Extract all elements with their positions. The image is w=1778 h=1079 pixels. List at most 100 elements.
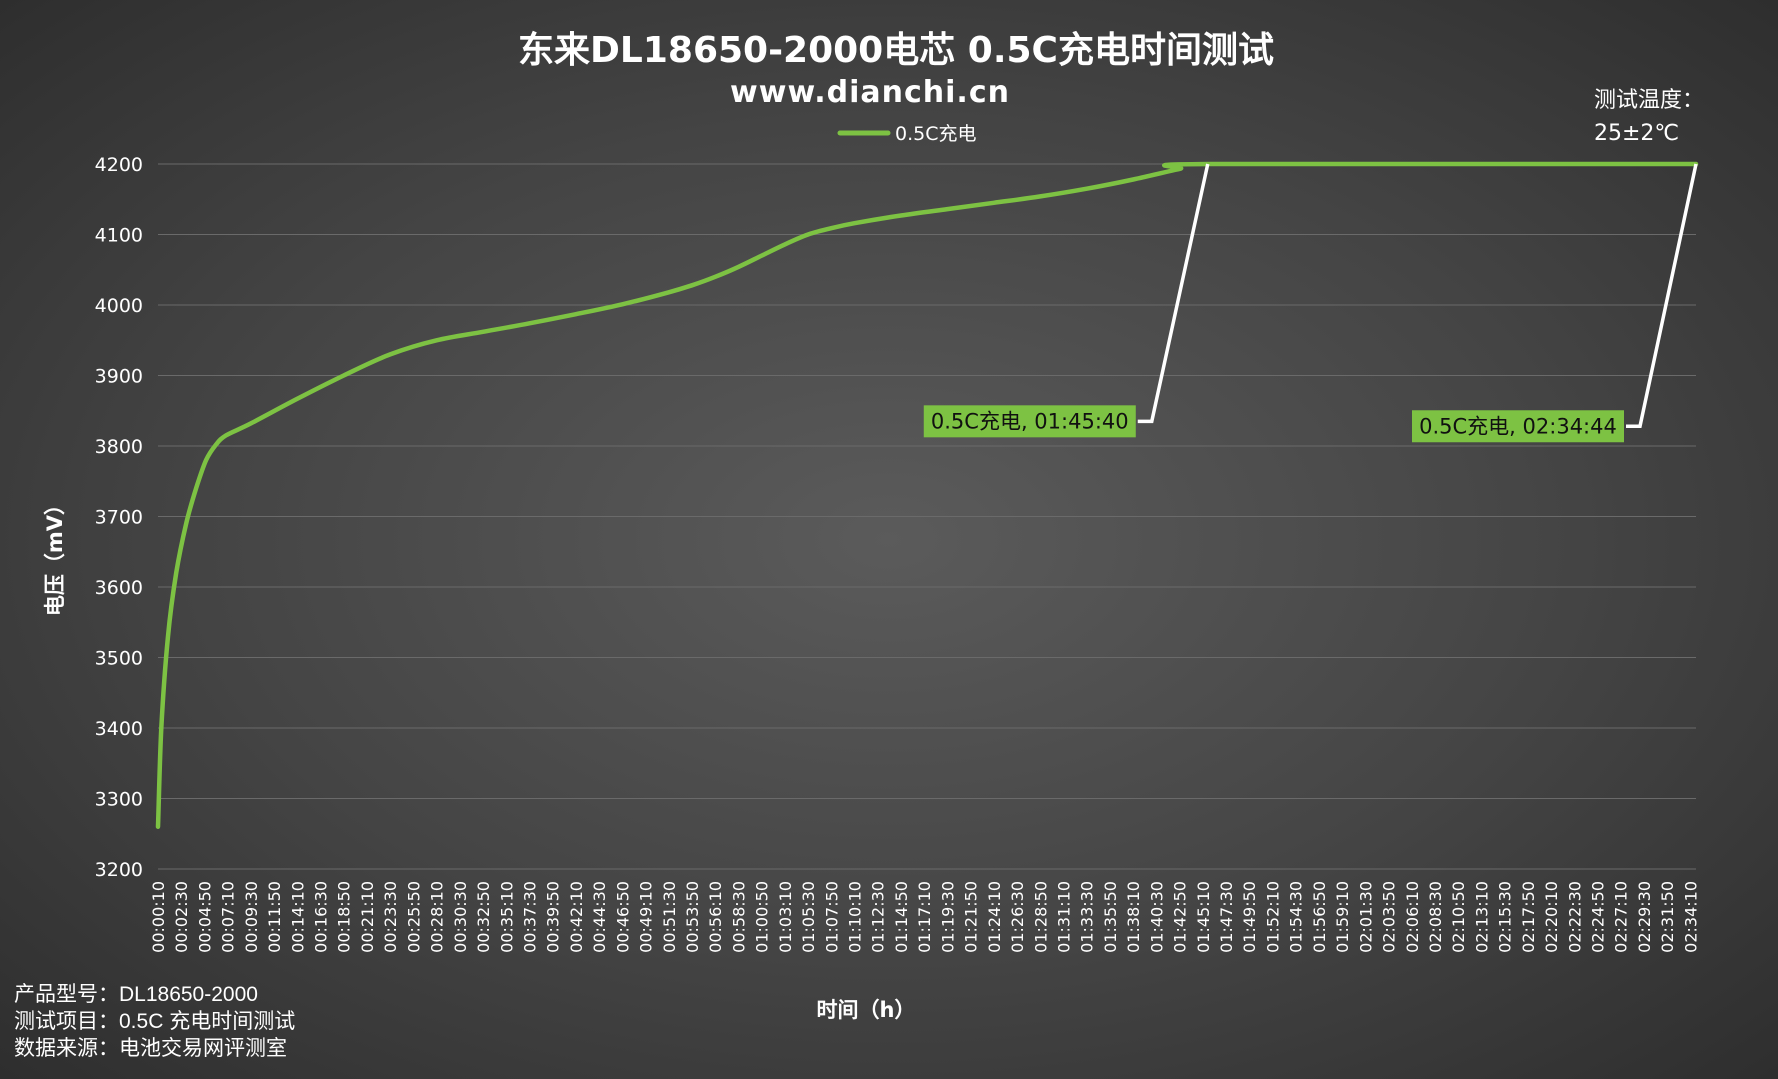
x-tick-label: 00:39:50 — [544, 881, 563, 953]
series-layer — [155, 161, 1699, 829]
x-tick-label: 01:21:50 — [962, 881, 981, 953]
x-tick-label: 00:42:10 — [567, 881, 586, 953]
x-tick-label: 00:21:10 — [358, 881, 377, 953]
y-axis-ticks: 3200 3300 3400 3500 3600 3700 3800 3900 4000 4100… — [95, 154, 143, 881]
x-tick-label: 01:12:30 — [869, 881, 888, 953]
gridlines — [158, 163, 1696, 870]
x-tick-label: 01:03:10 — [776, 881, 795, 953]
x-tick-label: 01:42:50 — [1171, 881, 1190, 953]
x-tick-label: 00:18:50 — [335, 881, 354, 953]
footnote-data-source: 数据来源：电池交易网评测室 — [14, 1037, 287, 1060]
x-tick-label: 00:14:10 — [288, 881, 307, 953]
x-tick-label: 01:00:50 — [753, 881, 772, 953]
x-tick-label: 00:51:30 — [660, 881, 679, 953]
y-tick-label: 4100 — [95, 225, 143, 247]
x-tick-label: 01:19:30 — [938, 881, 957, 953]
x-tick-label: 00:49:10 — [637, 881, 656, 953]
legend: 0.5C充电 — [837, 123, 976, 145]
x-axis-label: 时间（h） — [817, 998, 916, 1022]
annotations: 0.5C充电, 01:45:40 0.5C充电, 02:34:44 — [923, 163, 1698, 443]
x-tick-label: 00:53:50 — [683, 881, 702, 953]
x-tick-label: 01:05:30 — [799, 881, 818, 953]
x-axis-ticks: 00:00:10 00:02:30 00:04:50 00:07:10 00:09:30… — [149, 881, 1700, 953]
legend-label: 0.5C充电 — [895, 123, 976, 145]
y-tick-label: 3900 — [95, 366, 143, 388]
footnotes: 产品型号：DL18650-2000 测试项目：0.5C 充电时间测试 数据来源：… — [14, 981, 414, 1062]
x-tick-label: 02:06:10 — [1403, 881, 1422, 953]
y-tick-label: 3800 — [95, 436, 143, 458]
x-tick-label: 01:59:10 — [1333, 881, 1352, 953]
x-tick-label: 02:08:30 — [1426, 881, 1445, 953]
y-tick-label: 4000 — [95, 295, 143, 317]
x-tick-label: 02:31:50 — [1658, 881, 1677, 953]
y-tick-label: 3400 — [95, 718, 143, 740]
x-tick-label: 02:20:10 — [1542, 881, 1561, 953]
x-tick-label: 00:04:50 — [195, 881, 214, 953]
x-tick-label: 02:03:50 — [1380, 881, 1399, 953]
chart-subtitle: www.dianchi.cn — [730, 75, 1010, 110]
x-tick-label: 01:40:30 — [1147, 881, 1166, 953]
x-tick-label: 01:52:10 — [1263, 881, 1282, 953]
x-tick-label: 00:44:30 — [590, 881, 609, 953]
x-tick-label: 01:56:50 — [1310, 881, 1329, 953]
x-tick-label: 01:45:10 — [1194, 881, 1213, 953]
x-tick-label: 00:23:30 — [381, 881, 400, 953]
y-tick-label: 3200 — [95, 859, 143, 881]
y-tick-label: 3500 — [95, 648, 143, 670]
x-tick-label: 00:46:50 — [613, 881, 632, 953]
x-tick-label: 00:32:50 — [474, 881, 493, 953]
x-tick-label: 01:35:50 — [1101, 881, 1120, 953]
x-tick-label: 00:25:50 — [404, 881, 423, 953]
x-tick-label: 01:26:30 — [1008, 881, 1027, 953]
test-temperature-note: 测试温度： 25±2℃ — [1594, 88, 1704, 146]
x-tick-label: 02:27:10 — [1612, 881, 1631, 953]
callout-leader-1 — [1137, 163, 1210, 424]
y-tick-label: 3300 — [95, 789, 143, 811]
x-tick-label: 02:13:10 — [1472, 881, 1491, 953]
x-tick-label: 02:15:30 — [1496, 881, 1515, 953]
x-tick-label: 00:11:50 — [265, 881, 284, 953]
callout-box-1 — [923, 405, 1136, 438]
x-tick-label: 00:30:30 — [451, 881, 470, 953]
callout-box-2 — [1412, 410, 1624, 443]
x-tick-label: 01:14:50 — [892, 881, 911, 953]
x-tick-label: 00:56:10 — [706, 881, 725, 953]
x-tick-label: 00:58:30 — [729, 881, 748, 953]
x-tick-label: 00:16:30 — [312, 881, 331, 953]
callout-leader-2 — [1626, 163, 1698, 429]
chart-title: 东来DL18650-2000电芯 0.5C充电时间测试 — [518, 30, 1274, 71]
x-tick-label: 01:28:50 — [1031, 881, 1050, 953]
footnote-product-model: 产品型号：DL18650-2000 — [14, 983, 258, 1006]
x-tick-label: 00:02:30 — [172, 881, 191, 953]
footnote-test-item: 测试项目：0.5C 充电时间测试 — [14, 1010, 296, 1033]
x-tick-label: 02:10:50 — [1449, 881, 1468, 953]
x-tick-label: 01:31:10 — [1054, 881, 1073, 953]
x-tick-label: 00:09:30 — [242, 881, 261, 953]
x-tick-label: 01:33:30 — [1078, 881, 1097, 953]
x-tick-label: 00:00:10 — [149, 881, 168, 953]
x-tick-label: 01:07:50 — [822, 881, 841, 953]
x-tick-label: 00:35:10 — [497, 881, 516, 953]
x-tick-label: 01:10:10 — [846, 881, 865, 953]
x-tick-label: 00:37:30 — [520, 881, 539, 953]
x-tick-label: 01:24:10 — [985, 881, 1004, 953]
y-axis-label: 电压（mV） — [43, 494, 67, 616]
x-tick-label: 02:34:10 — [1681, 881, 1700, 953]
note-line-1: 测试温度： — [1594, 88, 1704, 113]
note-line-2: 25±2℃ — [1594, 121, 1679, 146]
x-tick-label: 00:07:10 — [219, 881, 238, 953]
x-tick-label: 02:17:50 — [1519, 881, 1538, 953]
callout-label-2: 0.5C充电, 02:34:44 — [1419, 414, 1617, 438]
x-tick-label: 02:24:50 — [1588, 881, 1607, 953]
y-tick-label: 4200 — [95, 154, 143, 176]
x-tick-label: 02:22:30 — [1565, 881, 1584, 953]
x-tick-label: 02:01:30 — [1356, 881, 1375, 953]
x-tick-label: 00:28:10 — [428, 881, 447, 953]
x-tick-label: 01:49:50 — [1240, 881, 1259, 953]
x-tick-label: 01:47:30 — [1217, 881, 1236, 953]
x-tick-label: 01:17:10 — [915, 881, 934, 953]
callout-label-1: 0.5C充电, 01:45:40 — [931, 409, 1129, 433]
x-tick-label: 01:38:10 — [1124, 881, 1143, 953]
y-tick-label: 3600 — [95, 577, 143, 599]
